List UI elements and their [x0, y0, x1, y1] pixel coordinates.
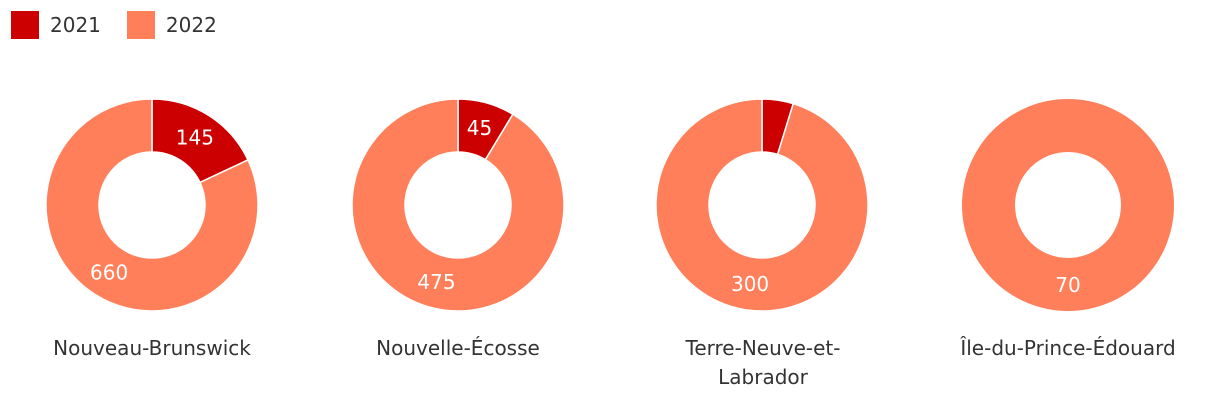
legend-label: 2022	[165, 13, 217, 37]
legend-swatch-2021	[11, 11, 39, 39]
donut-slice-2022[interactable]	[655, 98, 869, 312]
data-label: 145	[176, 125, 214, 149]
legend-swatch-2022	[126, 11, 155, 39]
category-label: Île-du-Prince-Édouard	[960, 336, 1176, 360]
data-label: 300	[731, 272, 769, 296]
donut-slice-2022[interactable]	[962, 99, 1174, 311]
category-label: Nouveau-Brunswick	[53, 336, 251, 360]
data-label: 660	[90, 261, 128, 285]
data-label: 70	[1055, 273, 1080, 297]
legend-item-2022[interactable]: 2022	[126, 11, 217, 39]
data-label: 475	[417, 270, 455, 294]
data-label: 45	[467, 116, 492, 140]
legend-label: 2021	[50, 13, 101, 37]
legend-item-2021[interactable]: 2021	[11, 11, 101, 39]
category-label: Terre-Neuve-et-Labrador	[685, 336, 841, 389]
category-label: Nouvelle-Écosse	[376, 336, 540, 360]
donut-slice-2022[interactable]	[351, 98, 565, 312]
legend: 2021 2022	[11, 11, 217, 39]
donut-slice-2022[interactable]	[45, 98, 259, 312]
